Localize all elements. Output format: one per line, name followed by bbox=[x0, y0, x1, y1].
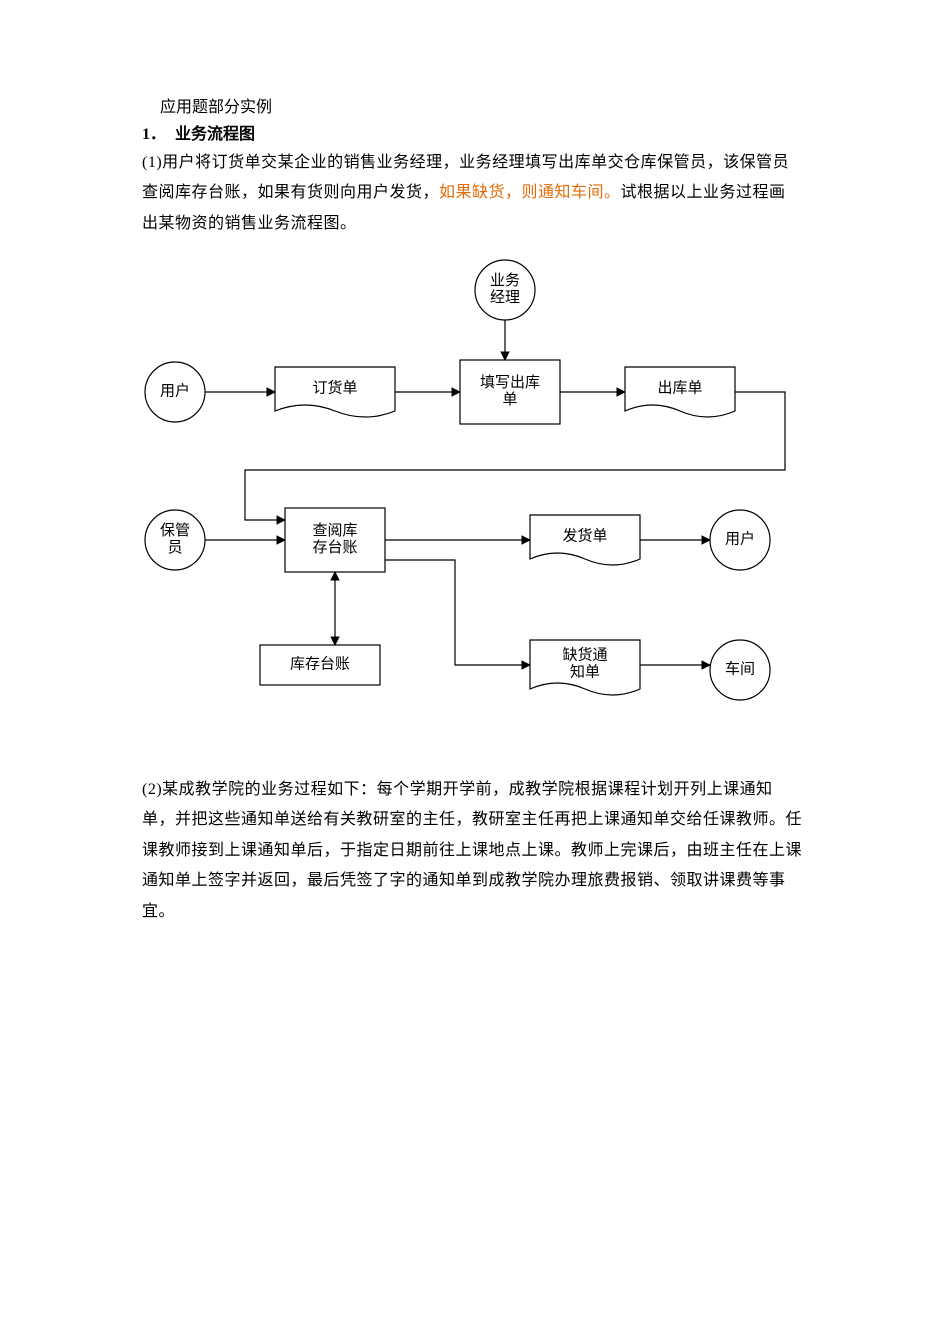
node-order: 订货单 bbox=[275, 367, 395, 417]
node-user1-label-0: 用户 bbox=[160, 382, 190, 399]
node-fill-label-1: 单 bbox=[502, 391, 517, 408]
node-ship: 发货单 bbox=[530, 515, 640, 565]
node-check-label-0: 查阅库 bbox=[312, 522, 357, 539]
edge-check-lackdoc bbox=[385, 560, 530, 665]
node-outdoc: 出库单 bbox=[625, 367, 735, 417]
node-user2: 用户 bbox=[710, 510, 770, 570]
node-ledger-label-0: 库存台账 bbox=[290, 655, 350, 672]
node-keeper-label-1: 员 bbox=[167, 540, 182, 556]
node-order-label-0: 订货单 bbox=[312, 379, 357, 396]
node-outdoc-label-0: 出库单 bbox=[657, 379, 702, 396]
node-lackdoc-label-1: 知单 bbox=[570, 663, 600, 680]
q2-label: (2) bbox=[142, 781, 162, 798]
node-mgr-label-0: 业务 bbox=[490, 272, 520, 289]
node-keeper-label-0: 保管 bbox=[160, 522, 190, 539]
node-lackdoc-label-0: 缺货通 bbox=[562, 646, 607, 663]
node-workshop-label-0: 车间 bbox=[725, 660, 755, 677]
node-check-label-1: 存台账 bbox=[312, 539, 357, 556]
node-fill-label-0: 填写出库 bbox=[480, 374, 540, 391]
node-ledger: 库存台账 bbox=[260, 645, 380, 685]
node-keeper: 保管员 bbox=[145, 510, 205, 570]
node-user2-label-0: 用户 bbox=[725, 530, 755, 547]
flowchart-svg: 业务经理用户 订货单 填写出库单 出库单保管员 查阅库存台账 发货单 用户库存台账 缺货通知单… bbox=[0, 0, 945, 1337]
node-check: 查阅库存台账 bbox=[285, 508, 385, 572]
node-user1: 用户 bbox=[145, 362, 205, 422]
node-ship-label-0: 发货单 bbox=[562, 527, 607, 544]
flow-nodes: 业务经理用户 订货单 填写出库单 出库单保管员 查阅库存台账 发货单 用户库存台账 缺货通知单… bbox=[145, 260, 770, 700]
node-lackdoc: 缺货通知单 bbox=[530, 640, 640, 695]
node-fill: 填写出库单 bbox=[460, 360, 560, 424]
q2-paragraph: (2)某成教学院的业务过程如下：每个学期开学前，成教学院根据课程计划开列上课通知… bbox=[142, 775, 802, 927]
q2-text: 某成教学院的业务过程如下：每个学期开学前，成教学院根据课程计划开列上课通知单，并… bbox=[142, 781, 802, 920]
page: 应用题部分实例 1． 业务流程图 (1)用户将订货单交某企业的销售业务经理，业务… bbox=[0, 0, 945, 1337]
node-workshop: 车间 bbox=[710, 640, 770, 700]
node-mgr: 业务经理 bbox=[475, 260, 535, 320]
node-mgr-label-1: 经理 bbox=[490, 289, 520, 306]
